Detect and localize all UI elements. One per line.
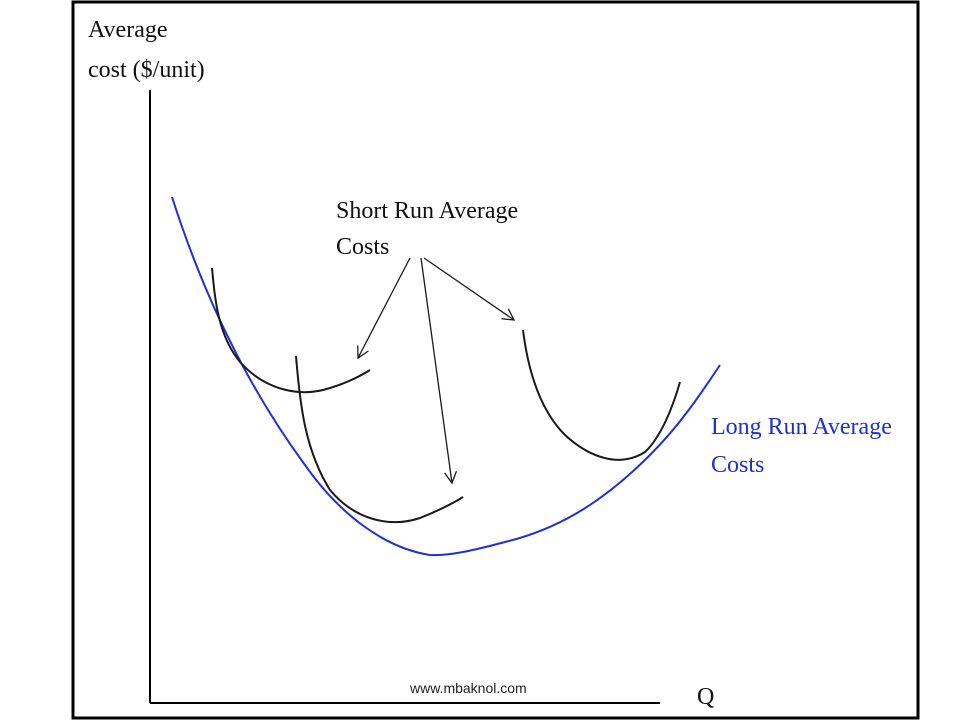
short-run-label-line1: Short Run Average [336, 198, 518, 224]
y-axis-label-line2: cost ($/unit) [88, 57, 205, 83]
watermark: www.mbaknol.com [409, 680, 527, 696]
short-run-average-cost-curve-1 [211, 267, 371, 394]
short-run-average-cost-curve-3 [522, 329, 681, 461]
arrow-to-srac-2 [420, 257, 458, 485]
long-run-average-cost-curve [171, 196, 721, 557]
x-axis-label: Q [697, 684, 714, 710]
short-run-label-line2: Costs [336, 234, 389, 260]
arrow-to-srac-3 [423, 257, 516, 321]
arrow-to-srac-1 [357, 257, 411, 360]
y-axis-label-line1: Average [88, 17, 168, 43]
long-run-label-line1: Long Run Average [711, 414, 892, 440]
diagram-frame [71, 0, 920, 720]
long-run-label-line2: Costs [711, 452, 764, 478]
short-run-average-cost-curve-2 [295, 355, 464, 524]
